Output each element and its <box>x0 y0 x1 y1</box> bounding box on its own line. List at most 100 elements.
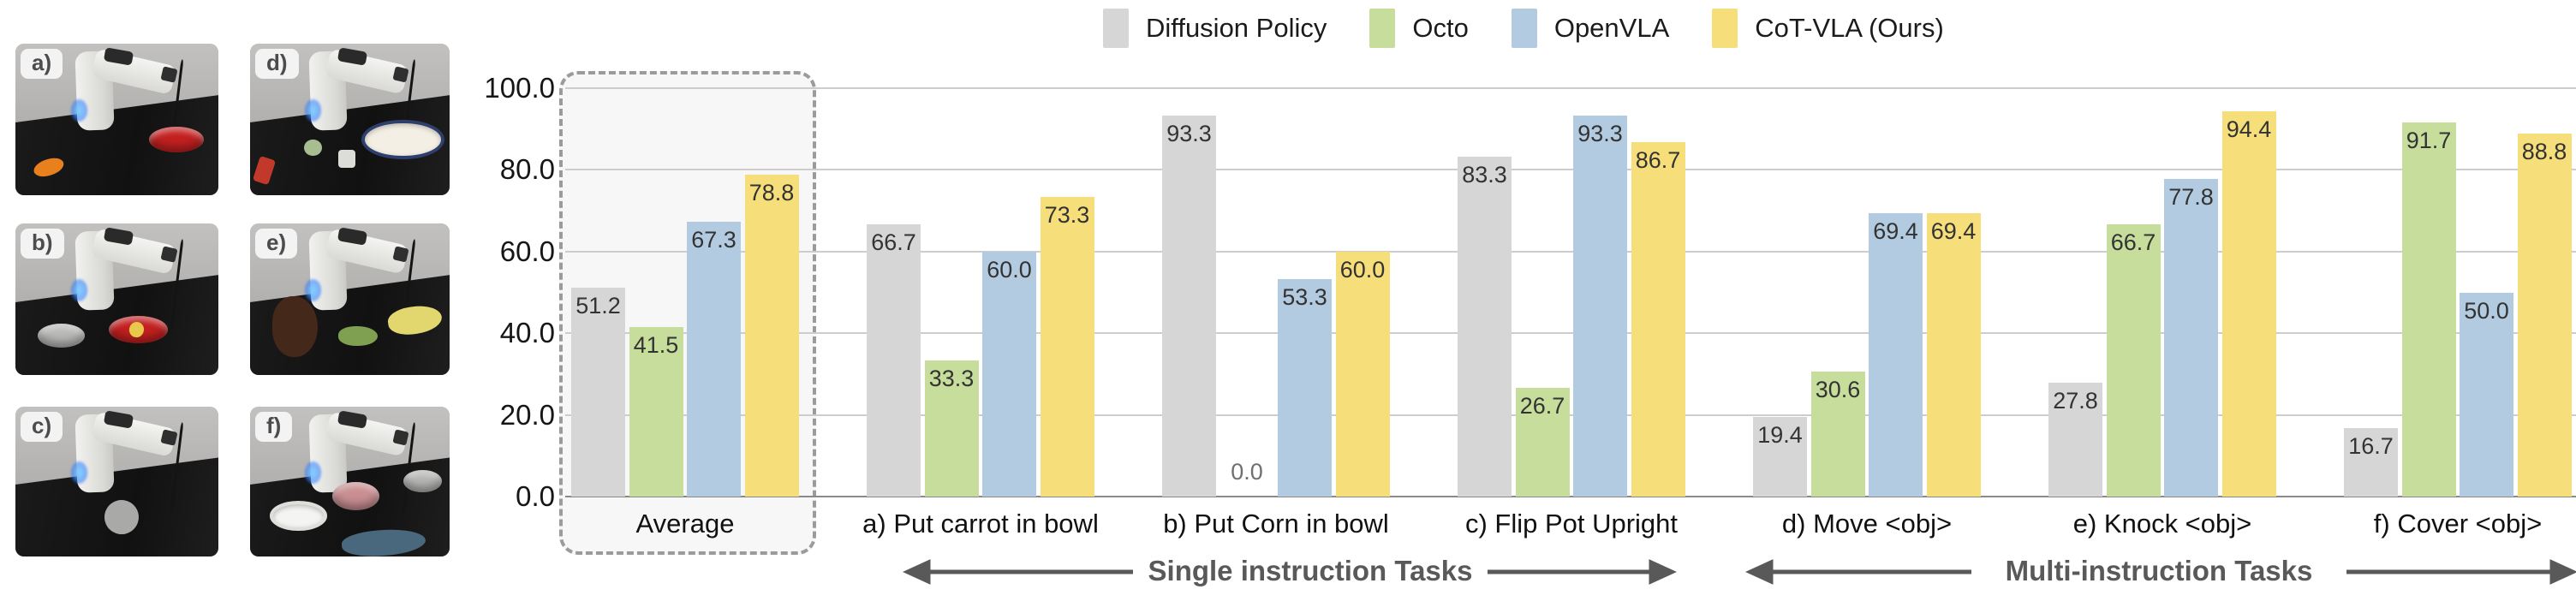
single-tasks-left-arrowhead <box>902 559 931 585</box>
bar-value-label: 60.0 <box>1339 256 1386 283</box>
gridline <box>565 414 2576 416</box>
bar-value-label: 73.3 <box>1044 202 1090 229</box>
green-cup <box>303 139 322 156</box>
bar-diffusion-policy <box>2048 383 2102 497</box>
bar-diffusion-policy <box>1458 156 1512 497</box>
bar-octo <box>2401 122 2456 497</box>
task-photo-f: f) <box>250 407 450 556</box>
photo-label: a) <box>21 49 63 79</box>
legend-item: OpenVLA <box>1511 9 1670 48</box>
bar-octo <box>924 360 979 497</box>
multi-tasks-right-arrowhead <box>2549 559 2576 585</box>
bar-value-label: 69.4 <box>1930 217 1977 244</box>
bar-value-label: 0.0 <box>1231 459 1263 485</box>
legend: Diffusion Policy Octo OpenVLA CoT-VLA (Ours… <box>1103 9 1944 48</box>
bar-openvla <box>2460 292 2513 497</box>
robot-led-glow <box>69 98 89 123</box>
y-tick-label: 0.0 <box>516 480 555 512</box>
bar-value-label: 30.6 <box>1815 377 1861 403</box>
bar-cot-vla-ours <box>2517 134 2572 497</box>
bar-octo <box>2106 223 2161 497</box>
multi-instruction-tasks-label: Multi-instruction Tasks <box>2005 555 2313 586</box>
task-photo-e: e) <box>250 223 450 375</box>
legend-swatch <box>1511 9 1537 48</box>
bar-cot-vla-ours <box>1631 142 1685 497</box>
bar-cot-vla-ours <box>1335 251 1390 497</box>
bar-value-label: 86.7 <box>1635 147 1681 174</box>
metal-bowl <box>38 323 85 348</box>
bar-value-label: 51.2 <box>575 292 621 318</box>
legend-label: Octo <box>1412 13 1469 43</box>
photo-label: b) <box>21 229 64 259</box>
x-category-label: e) Knock <obj> <box>2072 509 2252 539</box>
bar-octo <box>629 327 683 497</box>
robot-led-glow <box>69 277 89 303</box>
x-category-label: b) Put Corn in bowl <box>1163 509 1389 539</box>
legend-item: Octo <box>1369 9 1469 48</box>
y-tick-label: 100.0 <box>484 72 555 104</box>
multi-tasks-left-arrowhead <box>1744 559 1774 585</box>
bar-value-label: 16.7 <box>2348 433 2394 460</box>
legend-label: Diffusion Policy <box>1146 13 1327 43</box>
bar-value-label: 93.3 <box>1166 120 1212 146</box>
bar-value-label: 66.7 <box>871 229 916 255</box>
bar-value-label: 88.8 <box>2521 139 2567 165</box>
bar-openvla <box>687 221 741 497</box>
bar-value-label: 91.7 <box>2406 127 2452 153</box>
robot-led-glow <box>303 277 322 303</box>
x-category-label: d) Move <obj> <box>1781 509 1953 539</box>
bar-cot-vla-ours <box>2221 110 2276 497</box>
x-category-label: a) Put carrot in bowl <box>862 509 1099 539</box>
y-tick-label: 80.0 <box>499 153 555 186</box>
task-photo-b: b) <box>15 223 218 375</box>
single-instruction-tasks-label: Single instruction Tasks <box>1148 555 1473 586</box>
legend-swatch <box>1103 9 1129 48</box>
bar-value-label: 66.7 <box>2110 229 2156 255</box>
bar-octo <box>1810 372 1865 497</box>
bar-value-label: 77.8 <box>2168 183 2214 210</box>
y-tick-label: 60.0 <box>499 235 555 267</box>
y-tick-label: 20.0 <box>499 398 555 431</box>
pink-bowl <box>331 481 380 510</box>
bar-openvla <box>1278 278 1332 497</box>
bar-diffusion-policy <box>1753 417 1807 497</box>
legend-swatch <box>1369 9 1396 48</box>
task-photo-a: a) <box>15 44 218 195</box>
teddy-bear <box>271 295 319 357</box>
y-tick-label: 40.0 <box>499 317 555 349</box>
legend-item: CoT-VLA (Ours) <box>1712 9 1944 48</box>
legend-label: OpenVLA <box>1553 13 1670 43</box>
bar-openvla <box>2164 178 2218 497</box>
robot-led-glow <box>69 461 89 485</box>
x-category-label: f) Cover <obj> <box>2373 509 2543 539</box>
bar-diffusion-policy <box>2344 428 2398 497</box>
bar-value-label: 50.0 <box>2464 297 2509 324</box>
gridline <box>565 169 2576 171</box>
single-tasks-right-arrowhead <box>1649 559 1678 585</box>
bar-cot-vla-ours <box>1926 212 1981 497</box>
bar-value-label: 94.4 <box>2226 116 2272 142</box>
bar-value-label: 93.3 <box>1577 120 1623 146</box>
gridline <box>565 87 2576 89</box>
legend-swatch <box>1712 9 1738 48</box>
robot-led-glow <box>303 461 322 485</box>
gridline <box>565 332 2576 335</box>
red-bowl <box>149 127 205 153</box>
bar-diffusion-policy <box>867 223 921 497</box>
bar-diffusion-policy <box>1162 115 1216 497</box>
bar-openvla <box>1573 115 1627 497</box>
bar-value-label: 33.3 <box>928 366 975 392</box>
photo-label: e) <box>255 229 298 259</box>
photo-label: f) <box>255 412 293 442</box>
gridline <box>565 250 2576 253</box>
legend-label: CoT-VLA (Ours) <box>1755 13 1944 43</box>
bar-octo <box>1515 387 1570 497</box>
photo-label: d) <box>255 49 299 79</box>
bar-value-label: 78.8 <box>748 180 795 206</box>
photo-label: c) <box>21 412 63 442</box>
bar-value-label: 26.7 <box>1519 392 1565 419</box>
bar-cot-vla-ours <box>1040 197 1094 497</box>
bar-value-label: 60.0 <box>987 256 1032 283</box>
bar-openvla <box>982 251 1036 497</box>
white-cube <box>337 149 356 169</box>
